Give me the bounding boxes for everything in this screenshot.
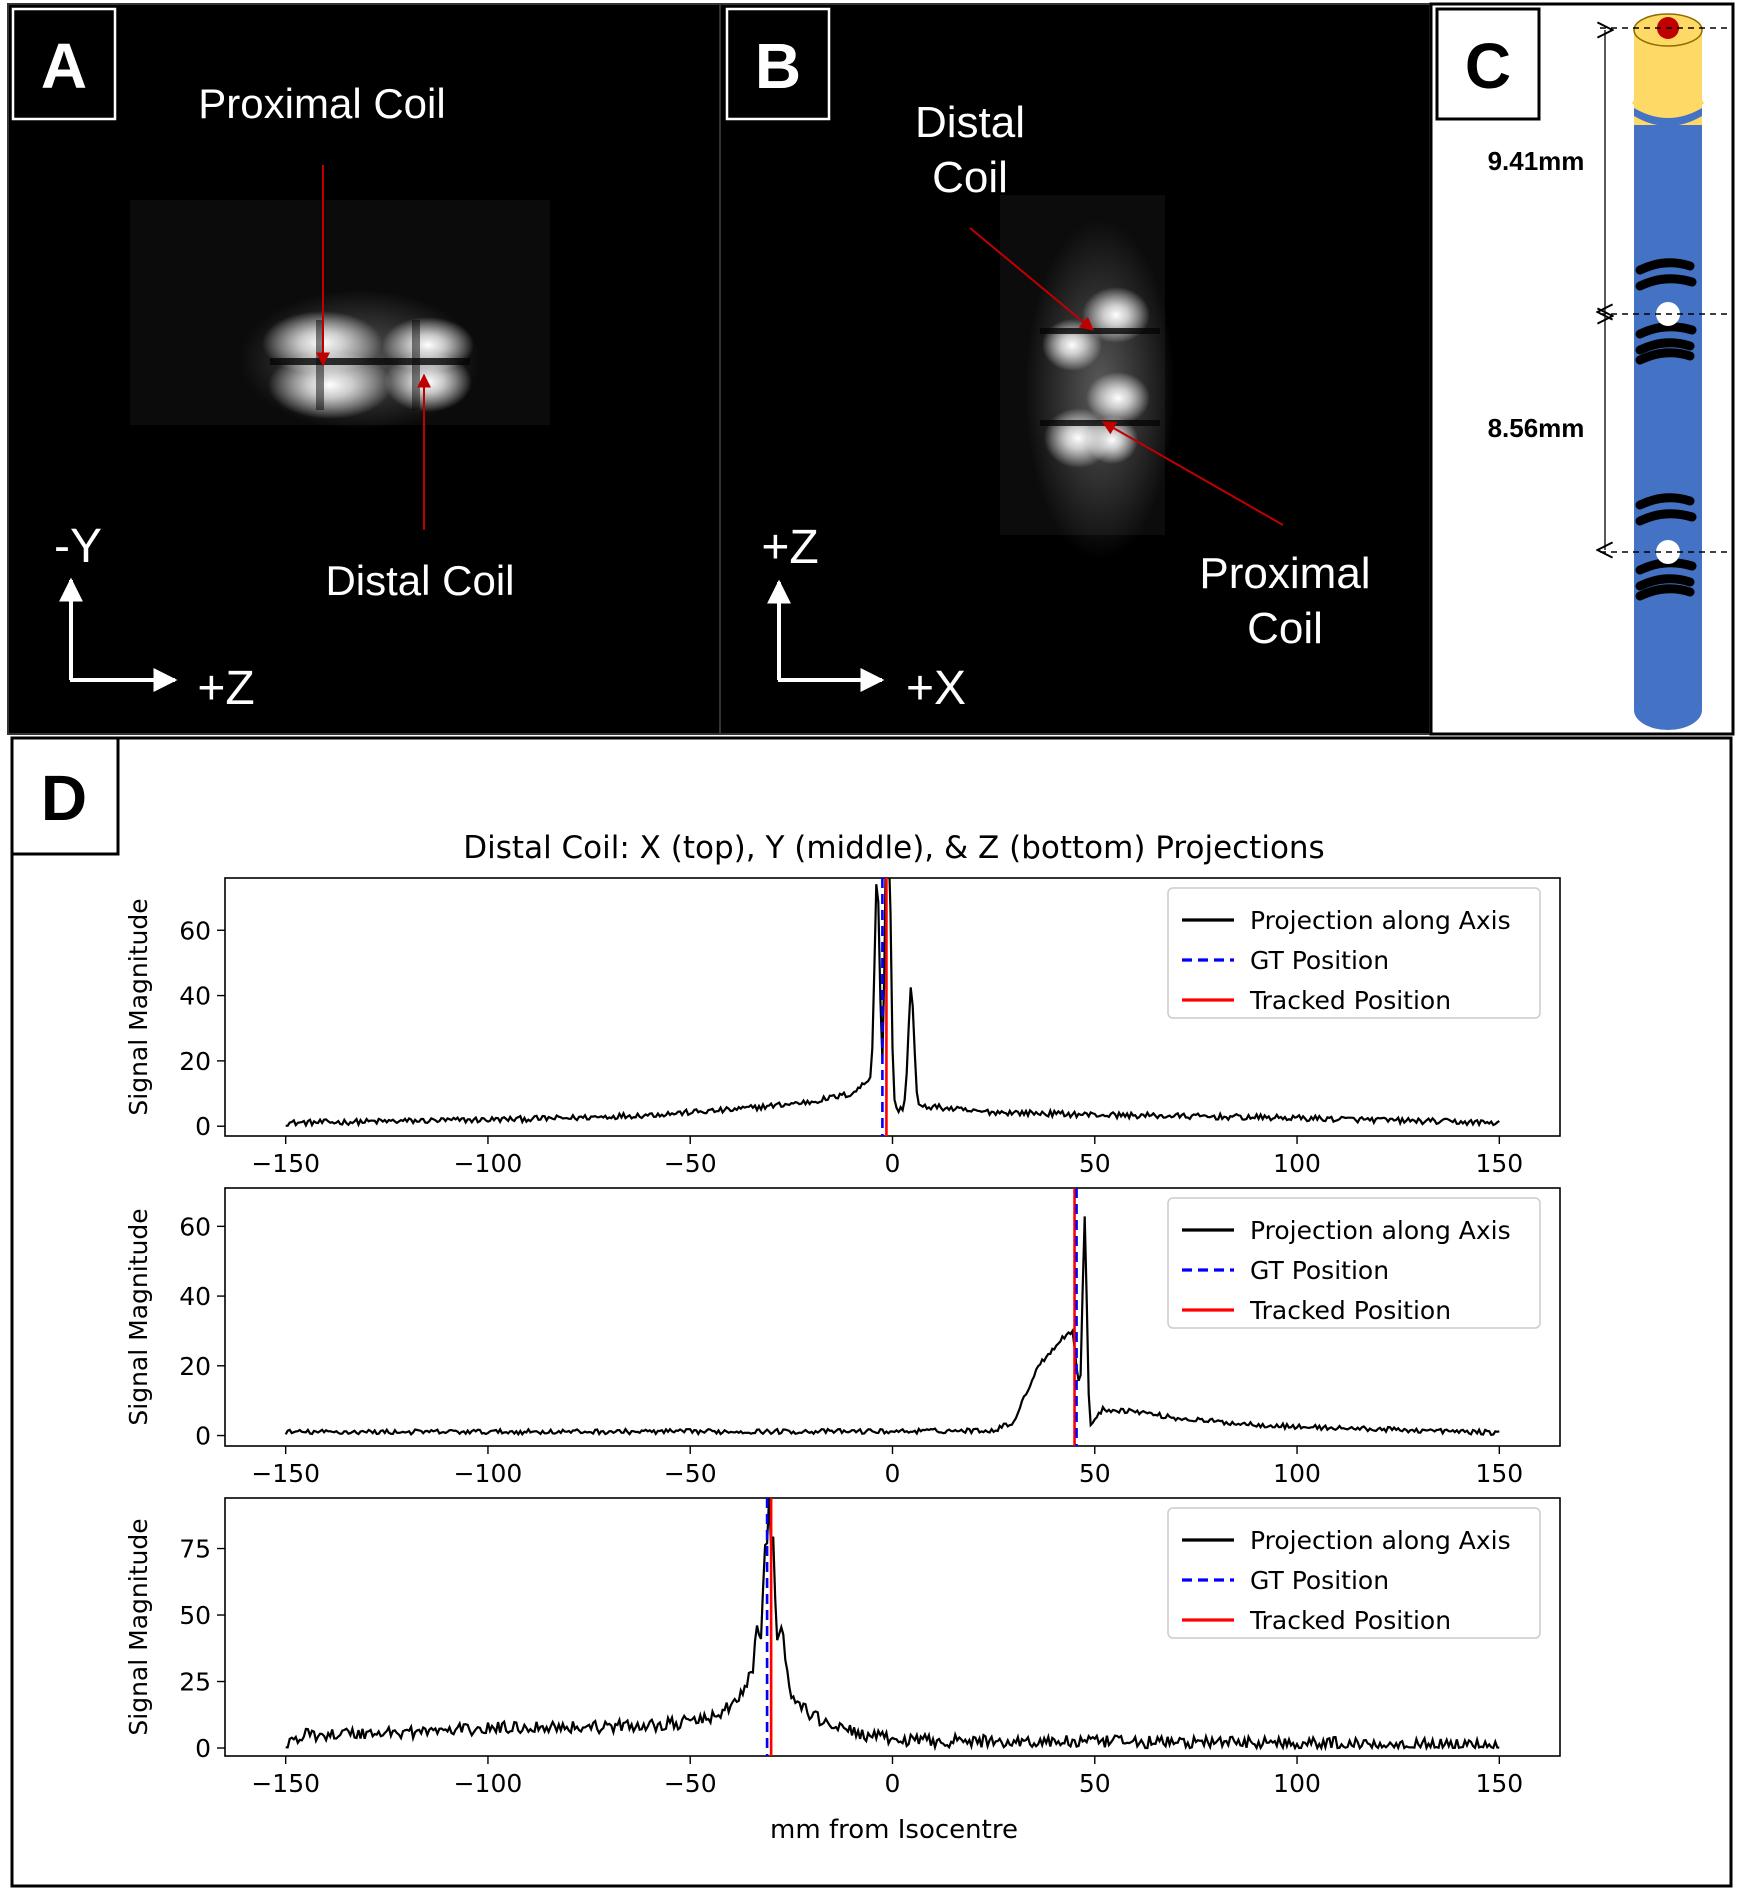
projection-line [284, 1216, 1500, 1437]
x-tick-label: 150 [1475, 1149, 1523, 1178]
x-tick-label: −100 [454, 1459, 523, 1488]
panel-b-letter: B [755, 30, 801, 102]
panel-a: A Proximal Coil Distal Coil -Y +Z [7, 3, 721, 735]
panel-a-proximal-label: Proximal Coil [198, 80, 445, 127]
panel-b: B Distal Coil Proximal Coil +Z +X [719, 3, 1431, 735]
legend-label: Tracked Position [1249, 1296, 1451, 1325]
y-tick-label: 25 [179, 1668, 211, 1697]
panel-b-axis-horizontal: +X [906, 662, 966, 715]
proximal-coil-arrow-b [1101, 421, 1284, 526]
x-tick-label: −50 [664, 1459, 717, 1488]
legend-label: Projection along Axis [1250, 906, 1511, 935]
x-tick-label: −50 [664, 1149, 717, 1178]
x-tick-label: 0 [885, 1769, 901, 1798]
x-tick-label: 150 [1475, 1769, 1523, 1798]
x-tick-label: −50 [664, 1769, 717, 1798]
y-axis-label: Signal Magnitude [124, 1518, 153, 1735]
panel-b-distal-label-line1: Distal [915, 98, 1025, 147]
panel-c-letter: C [1465, 30, 1511, 102]
y-axis-label: Signal Magnitude [124, 1208, 153, 1425]
x-tick-label: −100 [454, 1769, 523, 1798]
y-tick-label: 50 [179, 1601, 211, 1630]
x-tick-label: 100 [1273, 1459, 1321, 1488]
x-tick-label: 0 [885, 1459, 901, 1488]
panel-c: C 9.41mm [1429, 2, 1735, 736]
panel-b-proximal-label-line2: Coil [1247, 604, 1323, 653]
dimension-label-upper: 9.41mm [1488, 146, 1585, 176]
projection-line [285, 1498, 1500, 1752]
panel-b-distal-label-line2: Coil [932, 153, 1008, 202]
catheter-body [1634, 115, 1702, 710]
y-tick-label: 20 [179, 1047, 211, 1076]
y-tick-label: 60 [179, 1212, 211, 1241]
legend-label: GT Position [1250, 1566, 1389, 1595]
panel-a-axis-vertical: -Y [54, 520, 102, 573]
panel-d: D Distal Coil: X (top), Y (middle), & Z … [10, 736, 1733, 1888]
legend-box [1167, 1197, 1541, 1329]
legend-label: Tracked Position [1249, 1606, 1451, 1635]
x-tick-label: 100 [1273, 1769, 1321, 1798]
chart-title: Distal Coil: X (top), Y (middle), & Z (b… [463, 830, 1324, 866]
legend-label: Projection along Axis [1250, 1216, 1511, 1245]
subplot-z: −150 −100 −50 0 50 100 150 0 25 50 75 Signal Magnit… [124, 1497, 1561, 1798]
x-tick-label: 0 [885, 1149, 901, 1178]
y-tick-label: 0 [195, 1734, 211, 1763]
y-tick-label: 0 [195, 1112, 211, 1141]
distal-coil-arrow-b [969, 227, 1095, 331]
subplot-y: −150 −100 −50 0 50 100 150 0 20 40 60 Signal Magnit… [124, 1187, 1561, 1488]
subplot-x: −150 −100 −50 0 50 100 150 0 20 40 60 Signal Magnit… [124, 877, 1561, 1178]
x-tick-label: −150 [251, 1149, 320, 1178]
panel-b-proximal-label-line1: Proximal [1199, 549, 1370, 598]
panel-a-letter: A [41, 30, 87, 102]
panel-a-distal-label: Distal Coil [325, 557, 514, 604]
legend-label: GT Position [1250, 946, 1389, 975]
projection-line [285, 878, 1500, 1128]
panel-b-axis-vertical: +Z [761, 521, 818, 574]
y-tick-label: 75 [179, 1535, 211, 1564]
x-tick-label: −150 [251, 1769, 320, 1798]
legend-box [1167, 1507, 1541, 1639]
x-tick-label: −150 [251, 1459, 320, 1488]
x-tick-label: 150 [1475, 1459, 1523, 1488]
y-tick-label: 40 [179, 1282, 211, 1311]
y-tick-label: 0 [195, 1422, 211, 1451]
x-tick-label: 50 [1079, 1769, 1111, 1798]
distal-coil-windings [1635, 258, 1697, 365]
x-tick-label: 50 [1079, 1459, 1111, 1488]
y-tick-label: 40 [179, 982, 211, 1011]
dimension-label-lower: 8.56mm [1488, 413, 1585, 443]
x-axis-label: mm from Isocentre [770, 1815, 1018, 1845]
y-tick-label: 20 [179, 1352, 211, 1381]
y-axis-label: Signal Magnitude [124, 898, 153, 1115]
panel-a-axis-horizontal: +Z [197, 662, 254, 715]
x-tick-label: 100 [1273, 1149, 1321, 1178]
panel-d-letter: D [41, 762, 87, 834]
legend-label: Projection along Axis [1250, 1526, 1511, 1555]
y-tick-label: 60 [179, 916, 211, 945]
x-tick-label: −100 [454, 1149, 523, 1178]
legend-label: Tracked Position [1249, 986, 1451, 1015]
legend-box [1167, 887, 1541, 1019]
x-tick-label: 50 [1079, 1149, 1111, 1178]
legend-label: GT Position [1250, 1256, 1389, 1285]
